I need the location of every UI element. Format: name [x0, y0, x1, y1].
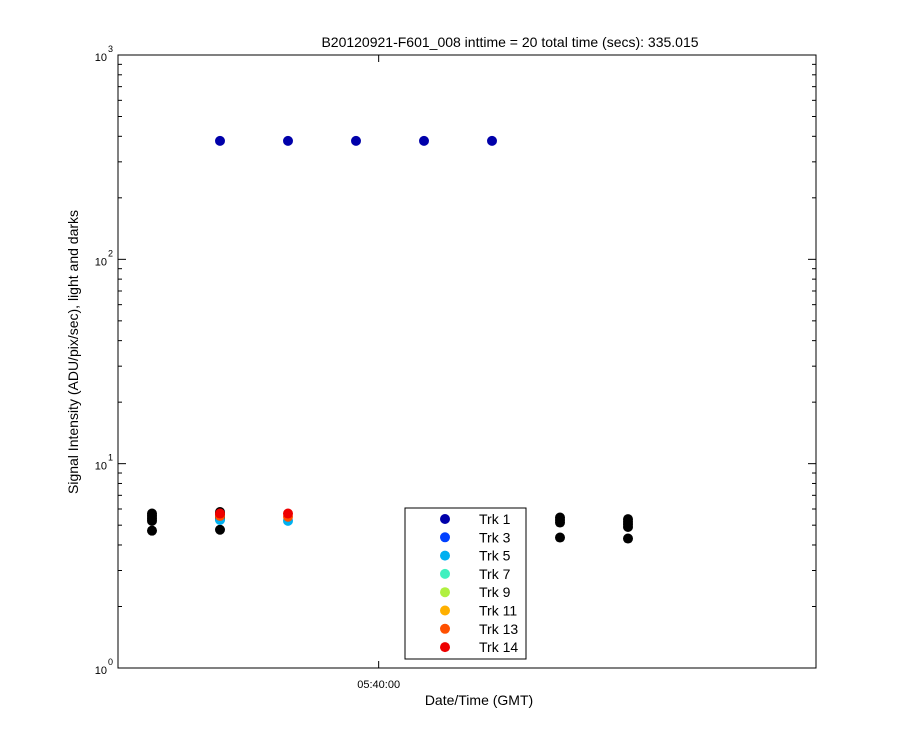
legend-label: Trk 14 — [479, 639, 518, 655]
y-tick-exponent: 0 — [108, 657, 113, 667]
dark-point — [623, 533, 633, 544]
data-point — [215, 508, 225, 519]
legend-marker — [440, 642, 450, 653]
legend-label: Trk 9 — [479, 584, 511, 600]
legend-label: Trk 1 — [479, 511, 511, 527]
series-points — [215, 135, 497, 530]
dark-point — [623, 521, 633, 532]
y-tick-exponent: 2 — [108, 248, 113, 258]
y-tick-exponent: 1 — [108, 453, 113, 463]
legend-marker — [440, 605, 450, 616]
legend-marker — [440, 550, 450, 561]
data-point — [487, 135, 497, 146]
dark-point — [555, 532, 565, 543]
legend: Trk 1 Trk 3 Trk 5 Trk 7 Trk 9 Trk 11 Trk 13 Trk… — [404, 507, 527, 660]
data-point — [215, 135, 225, 146]
dark-point — [147, 515, 157, 526]
dark-point — [147, 525, 157, 536]
data-point — [283, 135, 293, 146]
legend-marker — [440, 587, 450, 598]
chart-title: B20120921-F601_008 inttime = 20 total ti… — [321, 34, 698, 50]
dark-point — [555, 517, 565, 528]
legend-marker — [440, 532, 450, 543]
y-tick-exponent: 3 — [108, 44, 113, 54]
data-point — [419, 135, 429, 146]
y-axis-label: Signal Intensity (ADU/pix/sec), light an… — [65, 210, 81, 494]
y-tick-label: 10 — [95, 665, 107, 677]
dark-point — [215, 524, 225, 535]
legend-marker — [440, 623, 450, 634]
legend-label: Trk 3 — [479, 529, 511, 545]
legend-label: Trk 11 — [479, 603, 517, 619]
y-tick-label: 10 — [95, 52, 107, 64]
x-tick-label: 05:40:00 — [357, 679, 400, 691]
data-point — [351, 135, 361, 146]
y-tick-label: 10 — [95, 256, 107, 268]
y-tick-label: 10 — [95, 461, 107, 473]
legend-label: Trk 13 — [479, 621, 518, 637]
legend-label: Trk 5 — [479, 548, 511, 564]
data-point — [283, 508, 293, 519]
legend-box — [404, 507, 527, 660]
legend-marker — [440, 568, 450, 579]
legend-label: Trk 7 — [479, 566, 511, 582]
legend-marker — [440, 514, 450, 524]
x-axis-label: Date/Time (GMT) — [425, 692, 533, 708]
